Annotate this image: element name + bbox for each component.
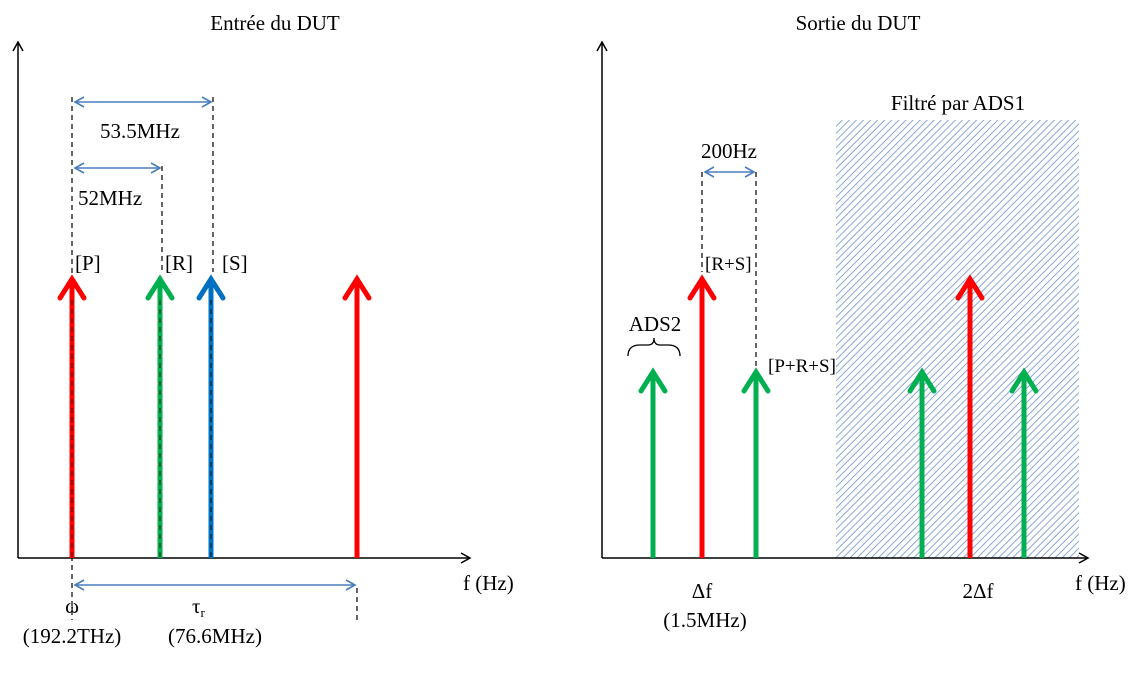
arrow-out-red-1 bbox=[687, 274, 717, 558]
label-filtered-ads1: Filtré par ADS1 bbox=[891, 91, 1025, 115]
label-two-delta-f: 2Δf bbox=[963, 579, 994, 603]
label-tau: τr bbox=[192, 594, 205, 620]
label-p: [P] bbox=[75, 251, 101, 275]
right-panel-title: Sortie du DUT bbox=[796, 11, 921, 35]
label-omega: ω bbox=[65, 594, 79, 618]
left-panel: Entrée du DUT f (Hz) 53.5MHz 52MHz [P] [… bbox=[12, 11, 514, 648]
label-r: [R] bbox=[165, 251, 193, 275]
right-x-axis-label: f (Hz) bbox=[1075, 571, 1126, 595]
label-200hz: 200Hz bbox=[701, 139, 757, 163]
arrow-p-next-red bbox=[342, 274, 372, 558]
left-x-axis-label: f (Hz) bbox=[463, 571, 514, 595]
label-52mhz: 52MHz bbox=[78, 186, 142, 210]
label-p-plus-r-plus-s: [P+R+S] bbox=[768, 356, 836, 377]
arrow-out-red-2 bbox=[955, 274, 985, 558]
arrow-out-green-2 bbox=[741, 367, 771, 558]
filtered-region bbox=[836, 120, 1079, 558]
label-s: [S] bbox=[222, 251, 248, 275]
arrow-out-green-4 bbox=[1009, 367, 1039, 558]
label-omega-value: (192.2THz) bbox=[23, 624, 122, 648]
label-delta-f: Δf bbox=[692, 579, 713, 603]
label-r-plus-s: [R+S] bbox=[705, 254, 752, 275]
tau-symbol: τ bbox=[192, 594, 200, 618]
label-53-5mhz: 53.5MHz bbox=[100, 119, 180, 143]
label-tau-value: (76.6MHz) bbox=[168, 624, 262, 648]
arrow-out-green-3 bbox=[907, 367, 937, 558]
ads2-brace bbox=[627, 337, 681, 357]
tau-subscript: r bbox=[200, 605, 205, 620]
label-ads2: ADS2 bbox=[629, 312, 682, 336]
arrow-out-green-1 bbox=[638, 367, 668, 558]
right-panel: Sortie du DUT Filtré par ADS1 f (Hz) 200… bbox=[596, 11, 1126, 632]
left-panel-title: Entrée du DUT bbox=[210, 11, 340, 35]
label-delta-f-value: (1.5MHz) bbox=[663, 608, 746, 632]
